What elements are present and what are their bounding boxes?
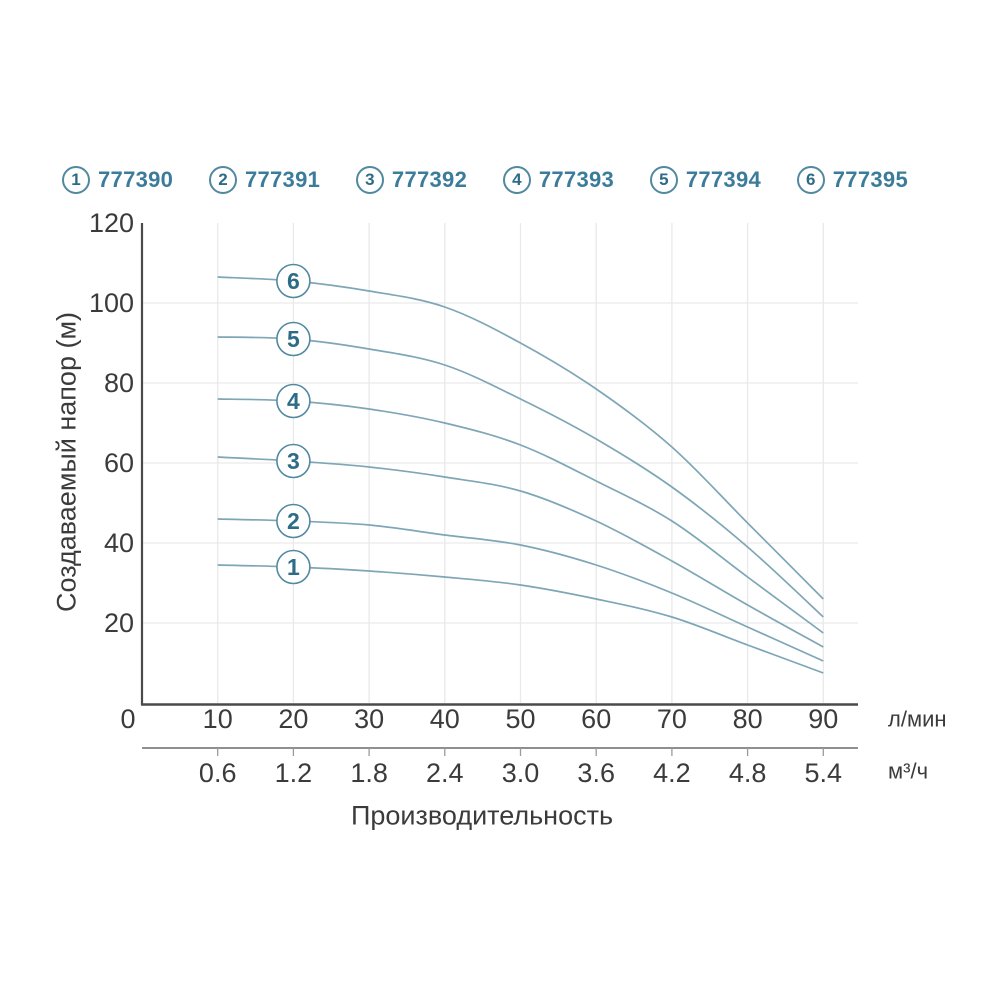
- curve-777393: [217, 398, 824, 634]
- curve-badge-label-4: 4: [287, 388, 300, 414]
- x-tick-label: 40: [430, 704, 460, 734]
- x-secondary-tick-label: 3.0: [502, 758, 540, 788]
- curve-badge-label-5: 5: [287, 326, 300, 352]
- curve-badge-6-icon: [276, 263, 311, 299]
- legend-item-4: 4 777393: [502, 166, 615, 194]
- x-tick-label: 0: [120, 704, 135, 734]
- curve-badge-label-2: 2: [287, 508, 300, 534]
- chart-legend: 1 777390 2 777391 3 777392 4 777393 5 77…: [62, 166, 908, 194]
- curve-777394: [217, 336, 824, 618]
- legend-item-6: 6 777395: [796, 166, 908, 194]
- x-tick-label: 50: [505, 704, 535, 734]
- y-tick-label: 80: [104, 368, 134, 398]
- curve-777390: [217, 564, 824, 674]
- legend-item-1: 1 777390: [62, 166, 173, 194]
- legend-marker-6-icon: 6: [796, 166, 825, 194]
- curve-badge-label-6: 6: [287, 268, 300, 294]
- legend-marker-1-icon: 1: [62, 166, 90, 194]
- curve-badge-label-3: 3: [287, 448, 300, 474]
- legend-marker-3-icon: 3: [355, 166, 384, 194]
- x-unit-liters-per-min: л/мин: [888, 706, 947, 732]
- x-tick-label: 20: [278, 704, 308, 734]
- x-secondary-tick-label: 0.6: [199, 758, 237, 788]
- legend-code-5: 777394: [685, 167, 762, 192]
- curve-777395: [217, 276, 824, 600]
- x-secondary-tick-label: 4.8: [729, 758, 767, 788]
- curve-badge-3-icon: [276, 443, 311, 479]
- legend-code-2: 777391: [244, 167, 321, 192]
- curve-badge-4-icon: [276, 383, 311, 419]
- x-tick-label: 80: [733, 704, 763, 734]
- legend-item-5: 5 777394: [649, 166, 762, 194]
- x-tick-label: 60: [581, 704, 611, 734]
- curve-badge-2-icon: [276, 503, 311, 539]
- x-axis-title: Производительность: [350, 800, 614, 831]
- legend-marker-4-icon: 4: [502, 166, 531, 194]
- x-secondary-tick-label: 2.4: [426, 758, 464, 788]
- y-tick-label: 40: [104, 528, 134, 558]
- legend-code-4: 777393: [538, 167, 615, 192]
- legend-marker-5-icon: 5: [649, 166, 678, 194]
- curve-badge-label-1: 1: [287, 554, 300, 580]
- x-secondary-tick-label: 4.2: [653, 758, 691, 788]
- legend-item-3: 3 777392: [355, 166, 468, 194]
- legend-item-2: 2 777391: [208, 166, 321, 194]
- x-tick-label: 90: [808, 704, 838, 734]
- x-unit-cubic-m-per-hour: м³/ч: [888, 758, 929, 784]
- x-secondary-tick-label: 3.6: [577, 758, 615, 788]
- curve-badge-1-icon: [276, 549, 311, 585]
- curve-777391: [217, 518, 824, 662]
- y-tick-label: 120: [89, 208, 134, 238]
- x-secondary-tick-label: 1.2: [275, 758, 313, 788]
- y-tick-label: 20: [104, 608, 134, 638]
- x-tick-label: 30: [354, 704, 384, 734]
- x-tick-label: 10: [203, 704, 233, 734]
- curve-badge-5-icon: [276, 321, 311, 357]
- legend-marker-2-icon: 2: [208, 166, 237, 194]
- y-tick-label: 100: [89, 288, 134, 318]
- legend-code-3: 777392: [391, 167, 468, 192]
- x-secondary-tick-label: 5.4: [805, 758, 843, 788]
- curve-777392: [217, 456, 824, 648]
- x-secondary-tick-label: 1.8: [350, 758, 388, 788]
- y-tick-label: 60: [104, 448, 134, 478]
- legend-code-1: 777390: [98, 167, 174, 192]
- x-tick-label: 70: [657, 704, 687, 734]
- y-axis-title: Создаваемый напор (м): [51, 311, 82, 613]
- legend-code-6: 777395: [832, 167, 908, 192]
